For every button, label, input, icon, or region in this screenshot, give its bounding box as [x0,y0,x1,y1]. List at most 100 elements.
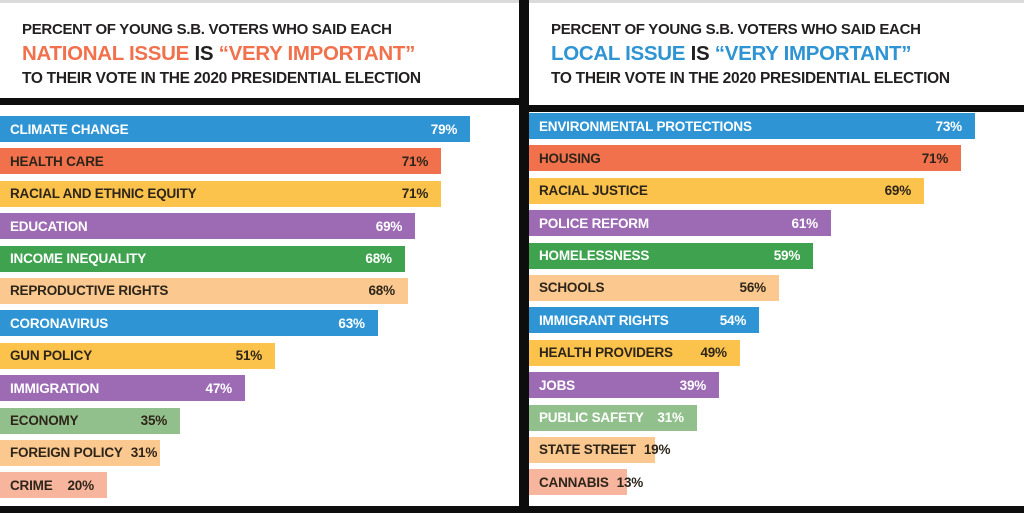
bar-row: STATE STREET 19% [529,436,1024,463]
bar-label: EDUCATION [10,218,88,234]
bar-row: JOBS 39% [529,372,1024,399]
bar: RACIAL JUSTICE 69% [529,177,924,204]
top-edge-strip [0,0,1024,3]
title-important-highlight: “VERY IMPORTANT” [218,42,416,65]
bar-value: 63% [338,315,365,331]
bar-row: CANNABIS 13% [529,469,1024,496]
bar-value: 69% [375,218,403,234]
bar-value: 13% [616,474,644,490]
bottom-edge-rule [0,506,1024,513]
bar-value: 71% [401,186,429,202]
title-issue-highlight: NATIONAL ISSUE [22,42,190,65]
title-is-word: IS [690,42,710,65]
bar: CLIMATE CHANGE 79% [0,116,471,142]
bar-row: HOUSING 71% [529,145,1024,172]
bar-label: POLICE REFORM [539,215,649,231]
bar: STATE STREET 19% [529,436,670,463]
bar-label: SCHOOLS [539,280,605,296]
bar: CORONAVIRUS 63% [0,310,378,337]
national-top-rule [0,98,519,105]
bar: IMMIGRANT RIGHTS 54% [529,307,760,334]
title-line1: PERCENT OF YOUNG S.B. VOTERS WHO SAID EA… [551,21,921,38]
bar-label: HEALTH CARE [10,153,104,169]
local-issues-panel: PERCENT OF YOUNG S.B. VOTERS WHO SAID EA… [529,0,1024,513]
bar: JOBS 39% [529,372,720,399]
bar-row: HEALTH PROVIDERS 49% [529,339,1024,366]
bar: RACIAL AND ETHNIC EQUITY 71% [0,180,442,207]
bar: SCHOOLS 56% [529,274,779,301]
bar: CANNABIS 13% [529,469,643,496]
bar-value: 31% [130,445,158,461]
bar-value: 35% [140,413,168,429]
bar-value: 19% [643,442,671,458]
bar: IMMIGRATION 47% [0,375,245,402]
bar-label: IMMIGRANT RIGHTS [539,312,669,328]
title-line1: PERCENT OF YOUNG S.B. VOTERS WHO SAID EA… [22,21,392,38]
bar-row: RACIAL AND ETHNIC EQUITY 71% [0,180,519,207]
bar-label: INCOME INEQUALITY [10,251,147,267]
local-bars: ENVIRONMENTAL PROTECTIONS 73% HOUSING 71% RA… [529,113,1024,502]
bar-row: IMMIGRANT RIGHTS 54% [529,307,1024,334]
bar-label: CLIMATE CHANGE [10,121,129,137]
bar: HEALTH CARE 71% [0,148,442,175]
bar-value: 20% [67,477,94,493]
bar-row: PUBLIC SAFETY 31% [529,404,1024,431]
bar-label: JOBS [539,377,575,393]
bar-value: 54% [719,312,747,328]
bar: ENVIRONMENTAL PROTECTIONS 73% [529,113,975,139]
title-line2: LOCAL ISSUE IS “VERY IMPORTANT” [551,42,950,66]
bar-row: HEALTH CARE 71% [0,148,519,175]
local-top-rule [529,105,1024,112]
bar-value: 31% [657,410,684,426]
bar: EDUCATION 69% [0,213,416,240]
bar-label: RACIAL AND ETHNIC EQUITY [10,186,197,202]
bar-row: HOMELESSNESS 59% [529,242,1024,269]
bar-label: STATE STREET [539,442,636,458]
title-is-word: IS [194,42,214,65]
bar: HOMELESSNESS 59% [529,242,814,269]
bar-label: RACIAL JUSTICE [539,183,648,199]
bar: FOREIGN POLICY 31% [0,439,160,466]
national-issues-panel: PERCENT OF YOUNG S.B. VOTERS WHO SAID EA… [0,21,519,499]
bar-label: CRIME [10,477,53,493]
bar-row: REPRODUCTIVE RIGHTS 68% [0,277,519,304]
title-line3: TO THEIR VOTE IN THE 2020 PRESIDENTIAL E… [551,70,950,87]
bar-label: CANNABIS [539,474,609,490]
bar: GUN POLICY 51% [0,342,276,369]
bar: HOUSING 71% [529,145,962,172]
bar-row: CORONAVIRUS 63% [0,310,519,337]
bar: INCOME INEQUALITY 68% [0,245,405,272]
bar-value: 68% [365,251,392,267]
title-line3: TO THEIR VOTE IN THE 2020 PRESIDENTIAL E… [22,70,421,87]
bar-value: 59% [773,248,801,264]
bar-row: RACIAL JUSTICE 69% [529,177,1024,204]
bar-row: SCHOOLS 56% [529,274,1024,301]
bar-label: ECONOMY [10,413,79,429]
bar-row: CRIME 20% [0,472,519,499]
title-line2: NATIONAL ISSUE IS “VERY IMPORTANT” [22,42,421,66]
bar: PUBLIC SAFETY 31% [529,404,697,431]
bar-label: FOREIGN POLICY [10,445,123,461]
bar-value: 73% [935,118,963,134]
bar-row: ENVIRONMENTAL PROTECTIONS 73% [529,113,1024,139]
bar-value: 71% [921,150,949,166]
bar: HEALTH PROVIDERS 49% [529,339,740,366]
bar-row: EDUCATION 69% [0,213,519,240]
bar-value: 51% [235,348,263,364]
bar-row: INCOME INEQUALITY 68% [0,245,519,272]
bar: REPRODUCTIVE RIGHTS 68% [0,277,408,304]
bar-label: HOMELESSNESS [539,248,650,264]
panel-divider [519,0,529,513]
bar-value: 68% [368,283,396,299]
bar-label: GUN POLICY [10,348,93,364]
title-important-highlight: “VERY IMPORTANT” [714,42,912,65]
bar-value: 47% [205,380,233,396]
bar-label: HEALTH PROVIDERS [539,345,673,361]
bar-label: ENVIRONMENTAL PROTECTIONS [539,118,752,134]
bar-row: GUN POLICY 51% [0,342,519,369]
bar-value: 61% [791,215,819,231]
bar-value: 49% [700,345,727,361]
bar-label: REPRODUCTIVE RIGHTS [10,283,169,299]
national-panel-title: PERCENT OF YOUNG S.B. VOTERS WHO SAID EA… [22,21,421,88]
